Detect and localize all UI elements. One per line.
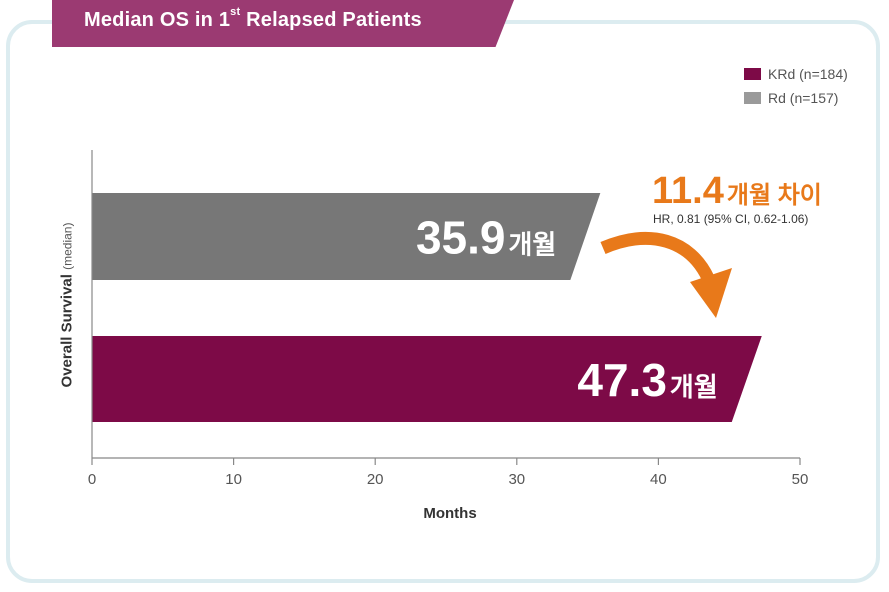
- legend-item-krd: KRd (n=184): [744, 62, 848, 86]
- chart-title: Median OS in 1st Relapsed Patients: [84, 6, 422, 31]
- chart-frame: [6, 20, 880, 583]
- difference-arrowhead: [690, 268, 732, 318]
- legend: KRd (n=184) Rd (n=157): [744, 62, 848, 110]
- x-tick-label: 20: [367, 471, 384, 488]
- bar-value-label: 47.3 개월: [577, 354, 717, 406]
- difference-annotation: 11.4 개월 차이: [652, 170, 822, 212]
- x-tick-label: 0: [88, 471, 96, 488]
- bar-value-label: 35.9 개월: [416, 212, 556, 264]
- x-tick-label: 50: [792, 471, 809, 488]
- x-axis-label: Months: [423, 505, 477, 522]
- legend-swatch-krd: [744, 68, 761, 80]
- x-tick-label: 30: [508, 471, 525, 488]
- legend-item-rd: Rd (n=157): [744, 86, 848, 110]
- difference-arrow: [600, 231, 714, 282]
- x-tick-label: 10: [225, 471, 242, 488]
- legend-label-krd: KRd (n=184): [768, 66, 848, 82]
- bar-rd: [92, 193, 601, 280]
- y-axis-label: Overall Survival (median): [58, 222, 76, 388]
- legend-swatch-rd: [744, 92, 761, 104]
- title-tab: [52, 0, 514, 47]
- bar-krd: [92, 336, 762, 422]
- legend-label-rd: Rd (n=157): [768, 90, 839, 106]
- x-tick-label: 40: [650, 471, 667, 488]
- hazard-ratio-text: HR, 0.81 (95% CI, 0.62-1.06): [653, 212, 809, 226]
